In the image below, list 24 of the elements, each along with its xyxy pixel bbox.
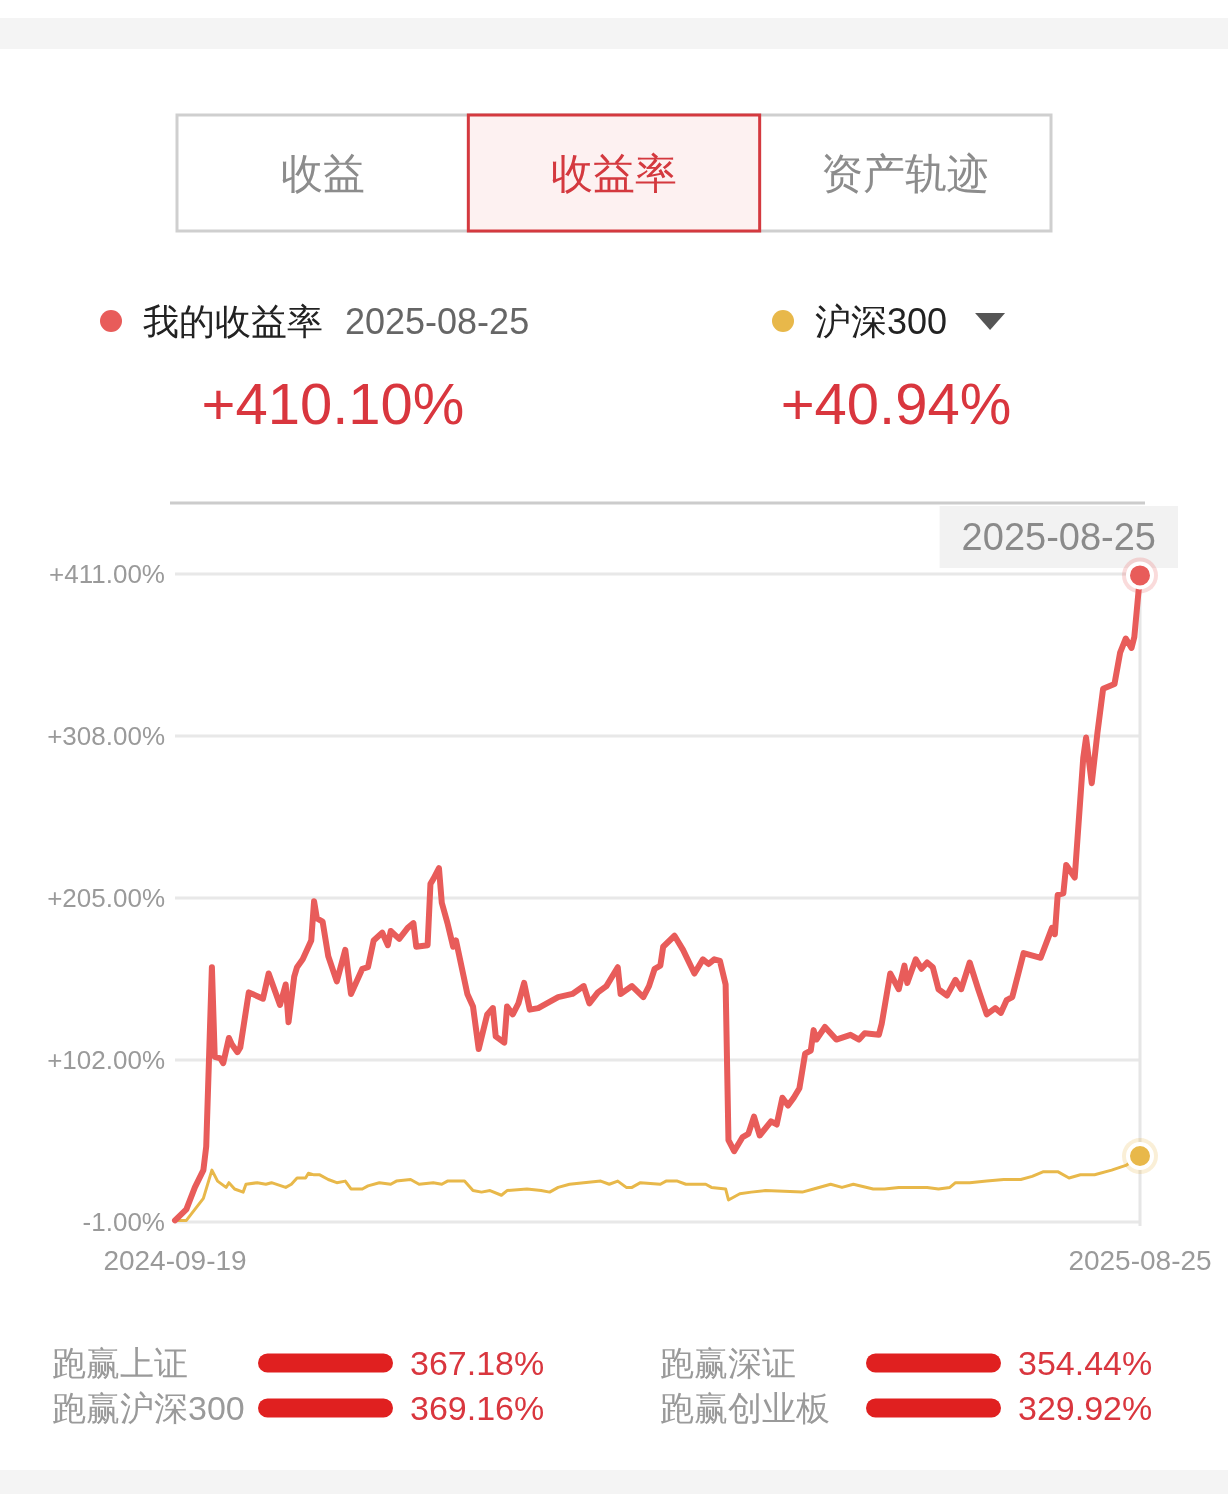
text: 329.92%: [1018, 1389, 1153, 1427]
text: 369.16%: [410, 1389, 545, 1427]
ref-label: 2025-08-25: [939, 506, 1178, 568]
y-tick-label: -1.00%: [82, 1207, 165, 1237]
y-tick-label: +308.00%: [47, 721, 165, 751]
text: +40.94%: [780, 370, 1012, 436]
x-tick-label: 2024-09-19: [103, 1244, 247, 1276]
legend-label: 我的收益率: [143, 300, 323, 342]
y-tick-label: +205.00%: [47, 883, 165, 913]
text: 收益: [280, 149, 365, 197]
text: 367.18%: [410, 1344, 545, 1382]
text: +410.10%: [201, 370, 465, 436]
text: 收益率: [551, 149, 677, 197]
text: 跑赢沪深300: [52, 1389, 245, 1427]
text: 2025-08-25: [345, 300, 530, 342]
y-tick-label: +102.00%: [47, 1045, 165, 1075]
text: 跑赢创业板: [660, 1389, 830, 1427]
text: 354.44%: [1018, 1344, 1153, 1382]
ref-line-label: 2025-08-25: [961, 516, 1156, 558]
text: 跑赢深证: [660, 1344, 796, 1382]
y-tick-label: +411.00%: [49, 559, 165, 589]
text: 跑赢上证: [52, 1344, 188, 1382]
text: 资产轨迹: [821, 149, 990, 197]
legend-label: 沪深300: [815, 300, 948, 342]
